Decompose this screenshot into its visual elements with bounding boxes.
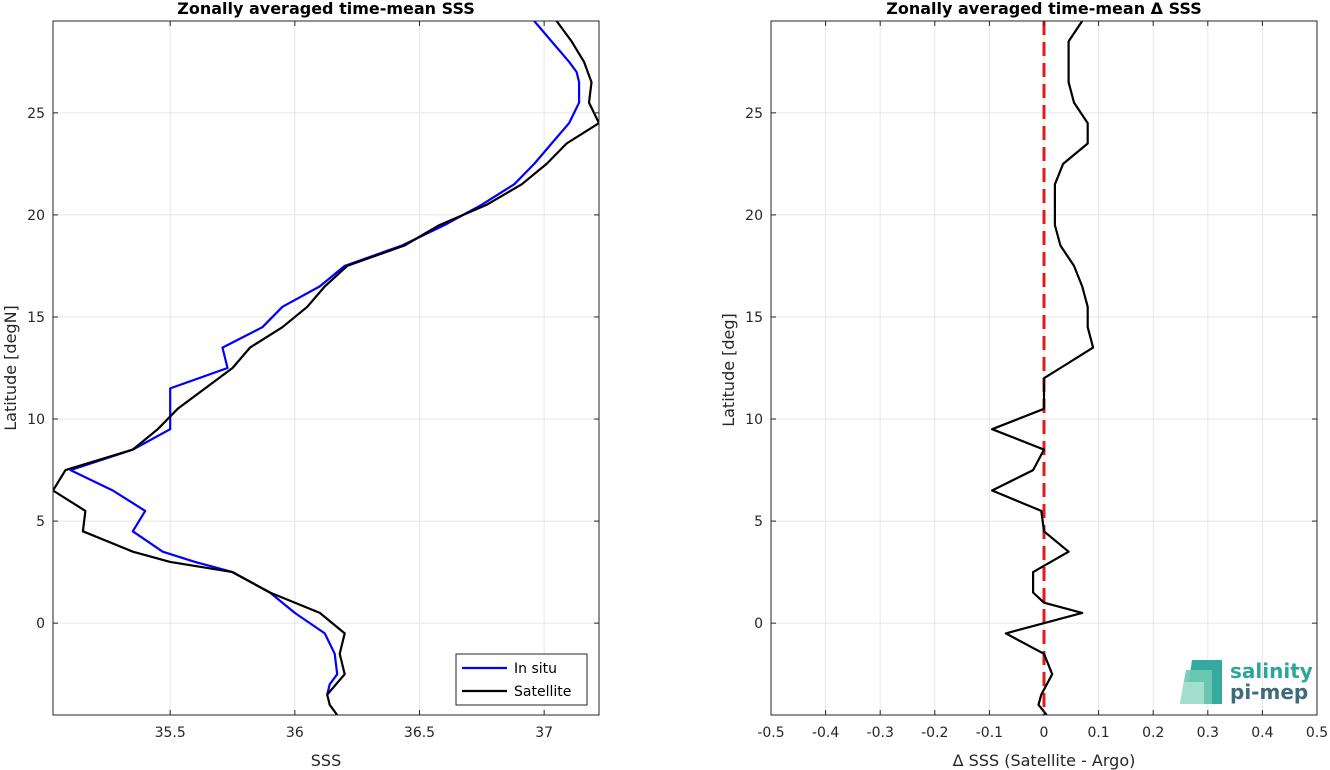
- left-y-tick-label: 25: [27, 106, 45, 122]
- right-series: [990, 21, 1095, 715]
- left-series: [53, 21, 599, 715]
- right-y-tick-label: 5: [754, 514, 763, 530]
- right-x-tick-label: -0.1: [976, 725, 1003, 741]
- right-x-tick-label: 0.5: [1306, 725, 1328, 741]
- right-panel: Zonally averaged time-mean Δ SSS -0.5 -0.…: [719, 0, 1328, 770]
- right-y-tick-label: 25: [745, 106, 763, 122]
- right-x-ticks: -0.5 -0.4 -0.3 -0.2 -0.1 0 0.1 0.2 0.3 0.4 0.5: [757, 21, 1328, 741]
- right-x-tick-label: 0.2: [1142, 725, 1164, 741]
- right-x-tick-label: 0: [1040, 725, 1049, 741]
- left-grid: [53, 21, 599, 715]
- left-series-line-in-situ: [69, 21, 581, 695]
- right-x-axis-label: Δ SSS (Satellite - Argo): [953, 751, 1136, 770]
- right-y-tick-label: 10: [745, 412, 763, 428]
- logo-text-pi-mep: pi-mep: [1230, 680, 1308, 704]
- right-y-tick-label: 20: [745, 208, 763, 224]
- right-y-axis-label: Latitude [deg]: [719, 313, 738, 427]
- left-y-tick-label: 20: [27, 208, 45, 224]
- legend-box: [455, 653, 588, 706]
- logo-wave-icon: [1180, 660, 1222, 704]
- left-x-tick-label: 36: [286, 725, 304, 741]
- left-y-ticks: 0 5 10 15 20 25: [27, 106, 599, 632]
- legend-label-satellite: Satellite: [514, 684, 571, 700]
- left-series-line-satellite: [53, 21, 599, 715]
- legend: In situ Satellite: [455, 653, 588, 706]
- right-x-tick-label: 0.3: [1197, 725, 1219, 741]
- legend-label-in-situ: In situ: [514, 661, 557, 677]
- right-series-line-delta: [990, 21, 1095, 715]
- right-x-tick-label: 0.4: [1251, 725, 1273, 741]
- left-y-tick-label: 10: [27, 412, 45, 428]
- right-x-tick-label: -0.5: [757, 725, 784, 741]
- left-x-ticks: 35.5 36 36.5 37: [155, 21, 553, 741]
- left-x-axis-label: SSS: [311, 751, 341, 770]
- right-x-tick-label: -0.2: [921, 725, 948, 741]
- left-x-tick-label: 35.5: [155, 725, 186, 741]
- left-y-tick-label: 5: [36, 514, 45, 530]
- left-x-tick-label: 36.5: [404, 725, 435, 741]
- left-panel: Zonally averaged time-mean SSS 35.5 36 36.…: [1, 0, 600, 770]
- right-y-tick-label: 15: [745, 310, 763, 326]
- right-y-tick-label: 0: [754, 616, 763, 632]
- right-chart-title: Zonally averaged time-mean Δ SSS: [886, 0, 1202, 18]
- left-x-tick-label: 37: [535, 725, 553, 741]
- salinity-pi-mep-logo: salinity pi-mep: [1180, 659, 1313, 704]
- left-axes-frame: [52, 20, 600, 716]
- left-chart-title: Zonally averaged time-mean SSS: [177, 0, 475, 18]
- right-y-ticks: 0 5 10 15 20 25: [745, 106, 1317, 632]
- left-y-tick-label: 15: [27, 310, 45, 326]
- right-x-tick-label: 0.1: [1087, 725, 1109, 741]
- logo-text-salinity: salinity: [1230, 659, 1313, 683]
- left-y-axis-label: Latitude [degN]: [1, 305, 20, 431]
- right-x-tick-label: -0.3: [867, 725, 894, 741]
- left-y-tick-label: 0: [36, 616, 45, 632]
- right-x-tick-label: -0.4: [812, 725, 839, 741]
